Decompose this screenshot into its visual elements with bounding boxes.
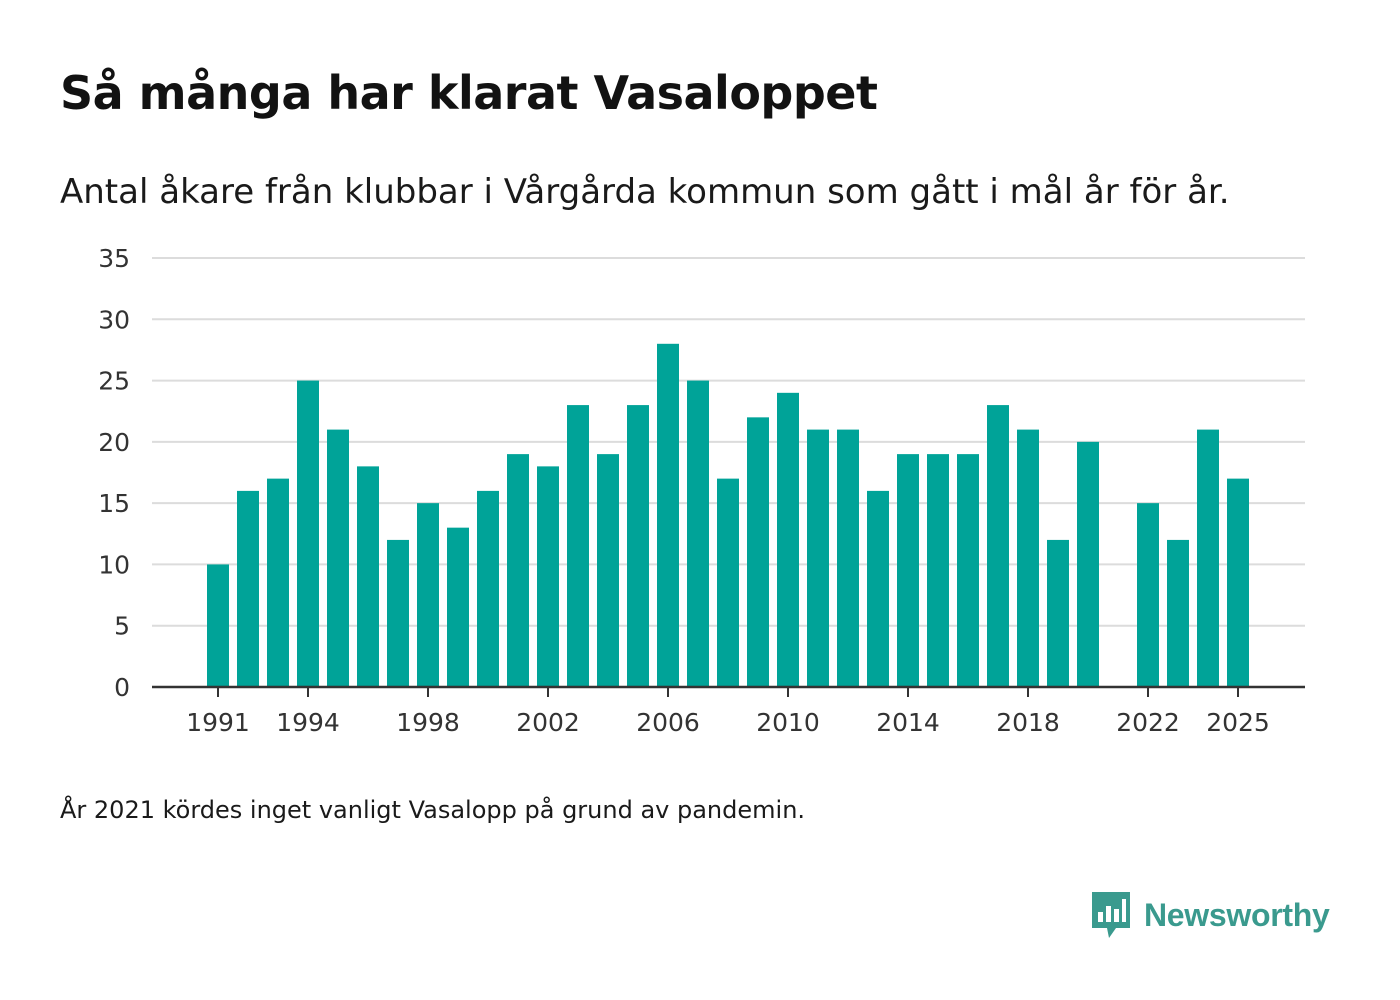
bar-2007 [687,380,709,687]
bar-2012 [837,429,859,687]
chart-title: Så många har klarat Vasaloppet [60,66,878,120]
bar-2008 [717,478,739,687]
y-tick-label: 0 [114,673,130,702]
y-axis-ticks: 0 5 10 15 20 25 30 35 [98,244,130,702]
bar-2022 [1137,503,1159,687]
bar-1991 [207,564,229,687]
y-tick-label: 5 [114,612,130,641]
y-tick-label: 35 [98,244,130,273]
bar-1995 [327,429,349,687]
y-tick-label: 15 [98,489,130,518]
bar-2019 [1047,539,1069,687]
bar-2001 [507,454,529,687]
bar-2002 [537,466,559,687]
x-tick-label: 2002 [516,708,580,737]
bar-2025 [1227,478,1249,687]
x-tick-label: 2014 [876,708,940,737]
x-tick-label: 2022 [1116,708,1180,737]
bar-2014 [897,454,919,687]
footnote: År 2021 kördes inget vanligt Vasalopp på… [60,796,806,824]
bar-2009 [747,417,769,687]
bar-2000 [477,490,499,687]
bar-2011 [807,429,829,687]
bar-1994 [297,380,319,687]
bar-1996 [357,466,379,687]
x-tick-label: 2010 [756,708,820,737]
y-tick-label: 25 [98,367,130,396]
x-axis-ticks: 1991 1994 1998 2002 2006 2010 2014 2018 2022 2025 [186,687,1270,737]
bar-1998 [417,503,439,687]
y-tick-label: 20 [98,428,130,457]
bar-1997 [387,539,409,687]
bar-2015 [927,454,949,687]
newsworthy-logo-icon [1092,892,1130,938]
y-tick-label: 30 [98,305,130,334]
bar-2020 [1077,441,1099,687]
y-tick-label: 10 [98,550,130,579]
brand-logo: Newsworthy [1090,890,1330,940]
chart-subtitle: Antal åkare från klubbar i Vårgårda komm… [60,172,1230,212]
bar-2006 [657,343,679,687]
bar-2013 [867,490,889,687]
x-tick-label: 1994 [276,708,340,737]
bar-2017 [987,405,1009,687]
bar-2016 [957,454,979,687]
x-tick-label: 1998 [396,708,460,737]
bar-2004 [597,454,619,687]
bar-2010 [777,392,799,687]
bar-2023 [1167,539,1189,687]
bar-1999 [447,527,469,687]
x-tick-label: 2025 [1206,708,1270,737]
bar-1993 [267,478,289,687]
bars [207,343,1249,687]
x-tick-label: 2006 [636,708,700,737]
brand-name: Newsworthy [1144,896,1330,933]
x-tick-label: 1991 [186,708,250,737]
bar-2005 [627,405,649,687]
bar-1992 [237,490,259,687]
bar-2003 [567,405,589,687]
bar-2024 [1197,429,1219,687]
bar-2018 [1017,429,1039,687]
x-tick-label: 2018 [996,708,1060,737]
